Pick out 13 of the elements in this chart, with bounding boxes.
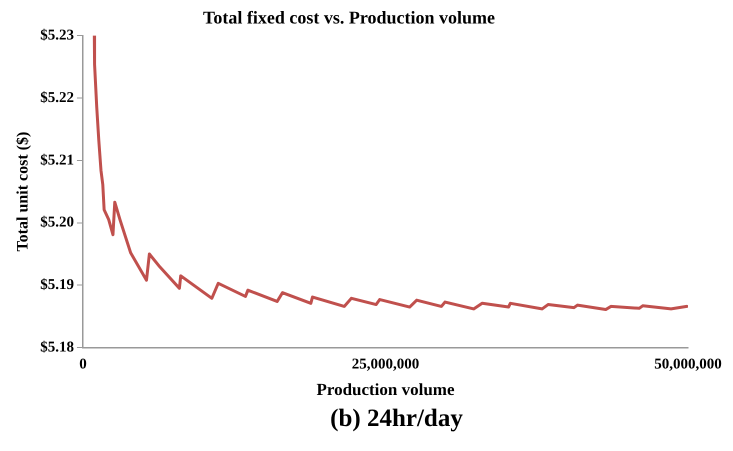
y-tick-label: $5.21	[40, 152, 74, 168]
x-axis-title: Production volume	[316, 380, 455, 400]
y-tick-label: $5.20	[40, 214, 74, 231]
x-tick-label: 25,000,000	[352, 356, 420, 372]
chart-title: Total fixed cost vs. Production volume	[202, 7, 496, 28]
y-tick-label: $5.19	[40, 277, 74, 294]
y-tick-label: $5.18	[40, 339, 74, 356]
y-axis-title: Total unit cost ($)	[14, 132, 32, 252]
y-tick-label: $5.23	[40, 27, 74, 44]
text: (b) 24hr/day	[329, 405, 464, 433]
y-tick-label: $5.22	[40, 90, 74, 106]
x-tick-label: 50,000,000	[654, 356, 722, 372]
x-tick-label: 0	[79, 356, 87, 372]
